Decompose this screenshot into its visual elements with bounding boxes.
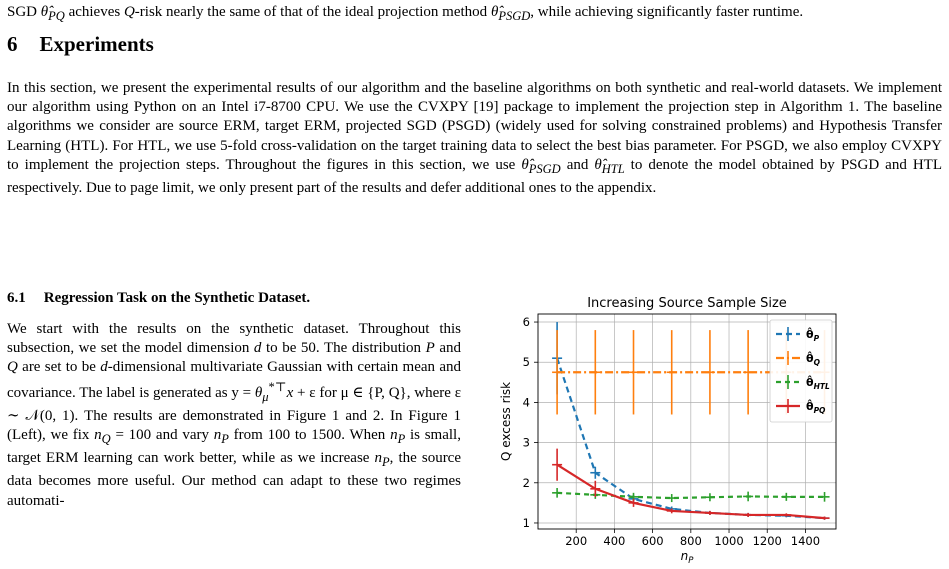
subsection-number: 6.1: [7, 290, 26, 306]
y-tick-label: 2: [523, 476, 530, 490]
intro-paragraph: In this section, we present the experime…: [7, 80, 942, 197]
y-axis-label: Q excess risk: [499, 382, 513, 461]
figure-1-left: 200 400 600 800 1000 1200 1400 1 2 3 4 5 6 Increasing…: [487, 289, 867, 569]
legend-label: θ̂Q: [806, 351, 821, 367]
plot-frame: [537, 313, 837, 530]
excess-risk-chart: 200 400 600 800 1000 1200 1400 1 2 3 4 5 6 Increasing…: [499, 296, 837, 566]
series-line-3: [556, 463, 825, 520]
chart-title: Increasing Source Sample Size: [587, 296, 787, 311]
top-line-text: SGD θ̂PQ achieves Q-risk nearly the same…: [7, 4, 804, 23]
legend-label: θ̂PQ: [806, 399, 826, 415]
legend-label: θ̂HTL: [806, 375, 830, 391]
x-tick-label: 1000: [714, 534, 743, 548]
legend-label: θ̂P: [806, 327, 820, 343]
y-tick-label: 1: [523, 516, 530, 530]
y-tick-label: 5: [523, 355, 530, 369]
x-tick-label: 200: [565, 534, 587, 548]
section-heading: 6 Experiments: [7, 32, 154, 57]
x-tick-label: 600: [642, 534, 664, 548]
subsection-paragraph: We start with the results on the synthet…: [7, 321, 461, 509]
y-tick-label: 6: [523, 315, 530, 329]
subsection-title: Regression Task on the Synthetic Dataset…: [43, 290, 311, 306]
x-axis-label: nP: [681, 549, 695, 564]
subsection-heading: 6.1 Regression Task on the Synthetic Data…: [7, 290, 310, 307]
x-tick-label: 1400: [791, 534, 820, 548]
x-tick-label: 1200: [753, 534, 782, 548]
y-tick-label: 3: [523, 436, 530, 450]
section-title: Experiments: [39, 32, 154, 56]
legend-box: [769, 319, 833, 423]
section-number: 6: [7, 32, 18, 56]
x-tick-label: 800: [680, 534, 702, 548]
x-tick-label: 400: [603, 534, 625, 548]
y-tick-label: 4: [523, 395, 530, 409]
